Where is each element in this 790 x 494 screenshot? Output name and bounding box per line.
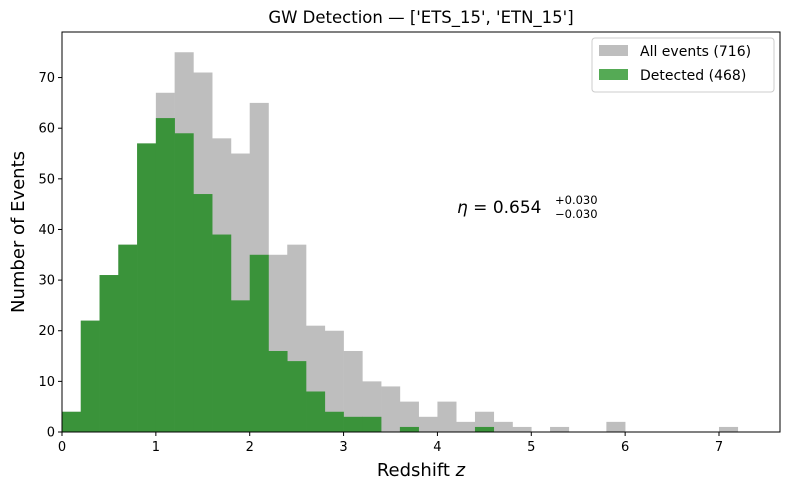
x-axis-ticks: 0 1 2 3 4 5 6 7 [58,432,723,455]
legend-swatch-detected [599,69,628,80]
y-tick-label: 40 [38,223,55,238]
all-events-bar [343,350,363,432]
y-tick-label: 70 [38,71,55,86]
efficiency-symbol: η [457,198,468,218]
detected-bar [249,254,269,432]
detected-bar [118,244,138,432]
all-events-bar [550,426,570,432]
plot-frame [61,31,781,433]
legend-label-detected: Detected (468) [640,68,746,84]
all-events-bar [437,401,457,432]
all-events-bar [381,386,401,432]
detected-bar [174,133,194,432]
all-events-bar [456,421,476,432]
all-events-bar [324,330,344,432]
detected-bar [343,416,363,432]
detected-bar [137,143,157,432]
efficiency-annotation: η = 0.654 [457,198,542,218]
all-events-bar [399,401,419,432]
x-tick-label: 0 [58,440,66,455]
x-tick-label: 5 [527,440,535,455]
detected-bar [474,426,495,432]
x-tick-label: 7 [715,440,723,455]
efficiency-upper-error: +0.030 [555,193,598,207]
detected-bar [193,194,213,432]
all-events-bar [418,416,438,432]
legend-label-all-events: All events (716) [640,44,751,60]
all-events-bar [512,426,532,432]
efficiency-lower-error: −0.030 [555,207,598,221]
detected-bar [62,411,82,432]
y-axis-label: Number of Events [8,151,29,313]
x-axis-label-text: Redshift [377,460,450,481]
detected-bar [155,118,175,432]
all-events-bar [718,426,739,432]
x-tick-label: 2 [246,440,254,455]
chart-title: GW Detection — ['ETS_15', 'ETN_15'] [268,8,573,28]
y-tick-label: 20 [38,324,55,339]
detected-bar [306,391,326,432]
detected-bar [324,411,344,432]
x-tick-label: 1 [152,440,160,455]
detected-bar [230,300,251,432]
x-axis-label-var: z [455,460,466,481]
detected-bar [212,234,232,432]
all-events-bar [474,411,495,432]
detected-bar [287,361,307,432]
detected-bar [80,320,100,432]
all-events-bar [493,421,513,432]
detected-bar [399,426,419,432]
y-tick-label: 0 [47,426,55,441]
detected-bar [99,275,119,432]
detected-bars [62,118,495,432]
legend: All events (716) Detected (468) [591,37,775,93]
y-tick-label: 50 [38,172,55,187]
x-tick-label: 4 [433,440,441,455]
detected-bar [268,350,288,432]
x-tick-label: 3 [339,440,347,455]
x-axis-label: Redshift z [377,460,466,481]
y-tick-label: 60 [38,122,55,137]
all-events-bar [606,421,626,432]
y-tick-label: 30 [38,274,55,289]
legend-swatch-all-events [599,45,628,56]
x-tick-label: 6 [621,440,629,455]
efficiency-value: = 0.654 [468,198,542,218]
legend-box [591,37,775,93]
detected-bar [362,416,382,432]
y-tick-label: 10 [38,375,55,390]
y-axis-ticks: 0 10 20 30 40 50 60 70 [38,71,62,441]
